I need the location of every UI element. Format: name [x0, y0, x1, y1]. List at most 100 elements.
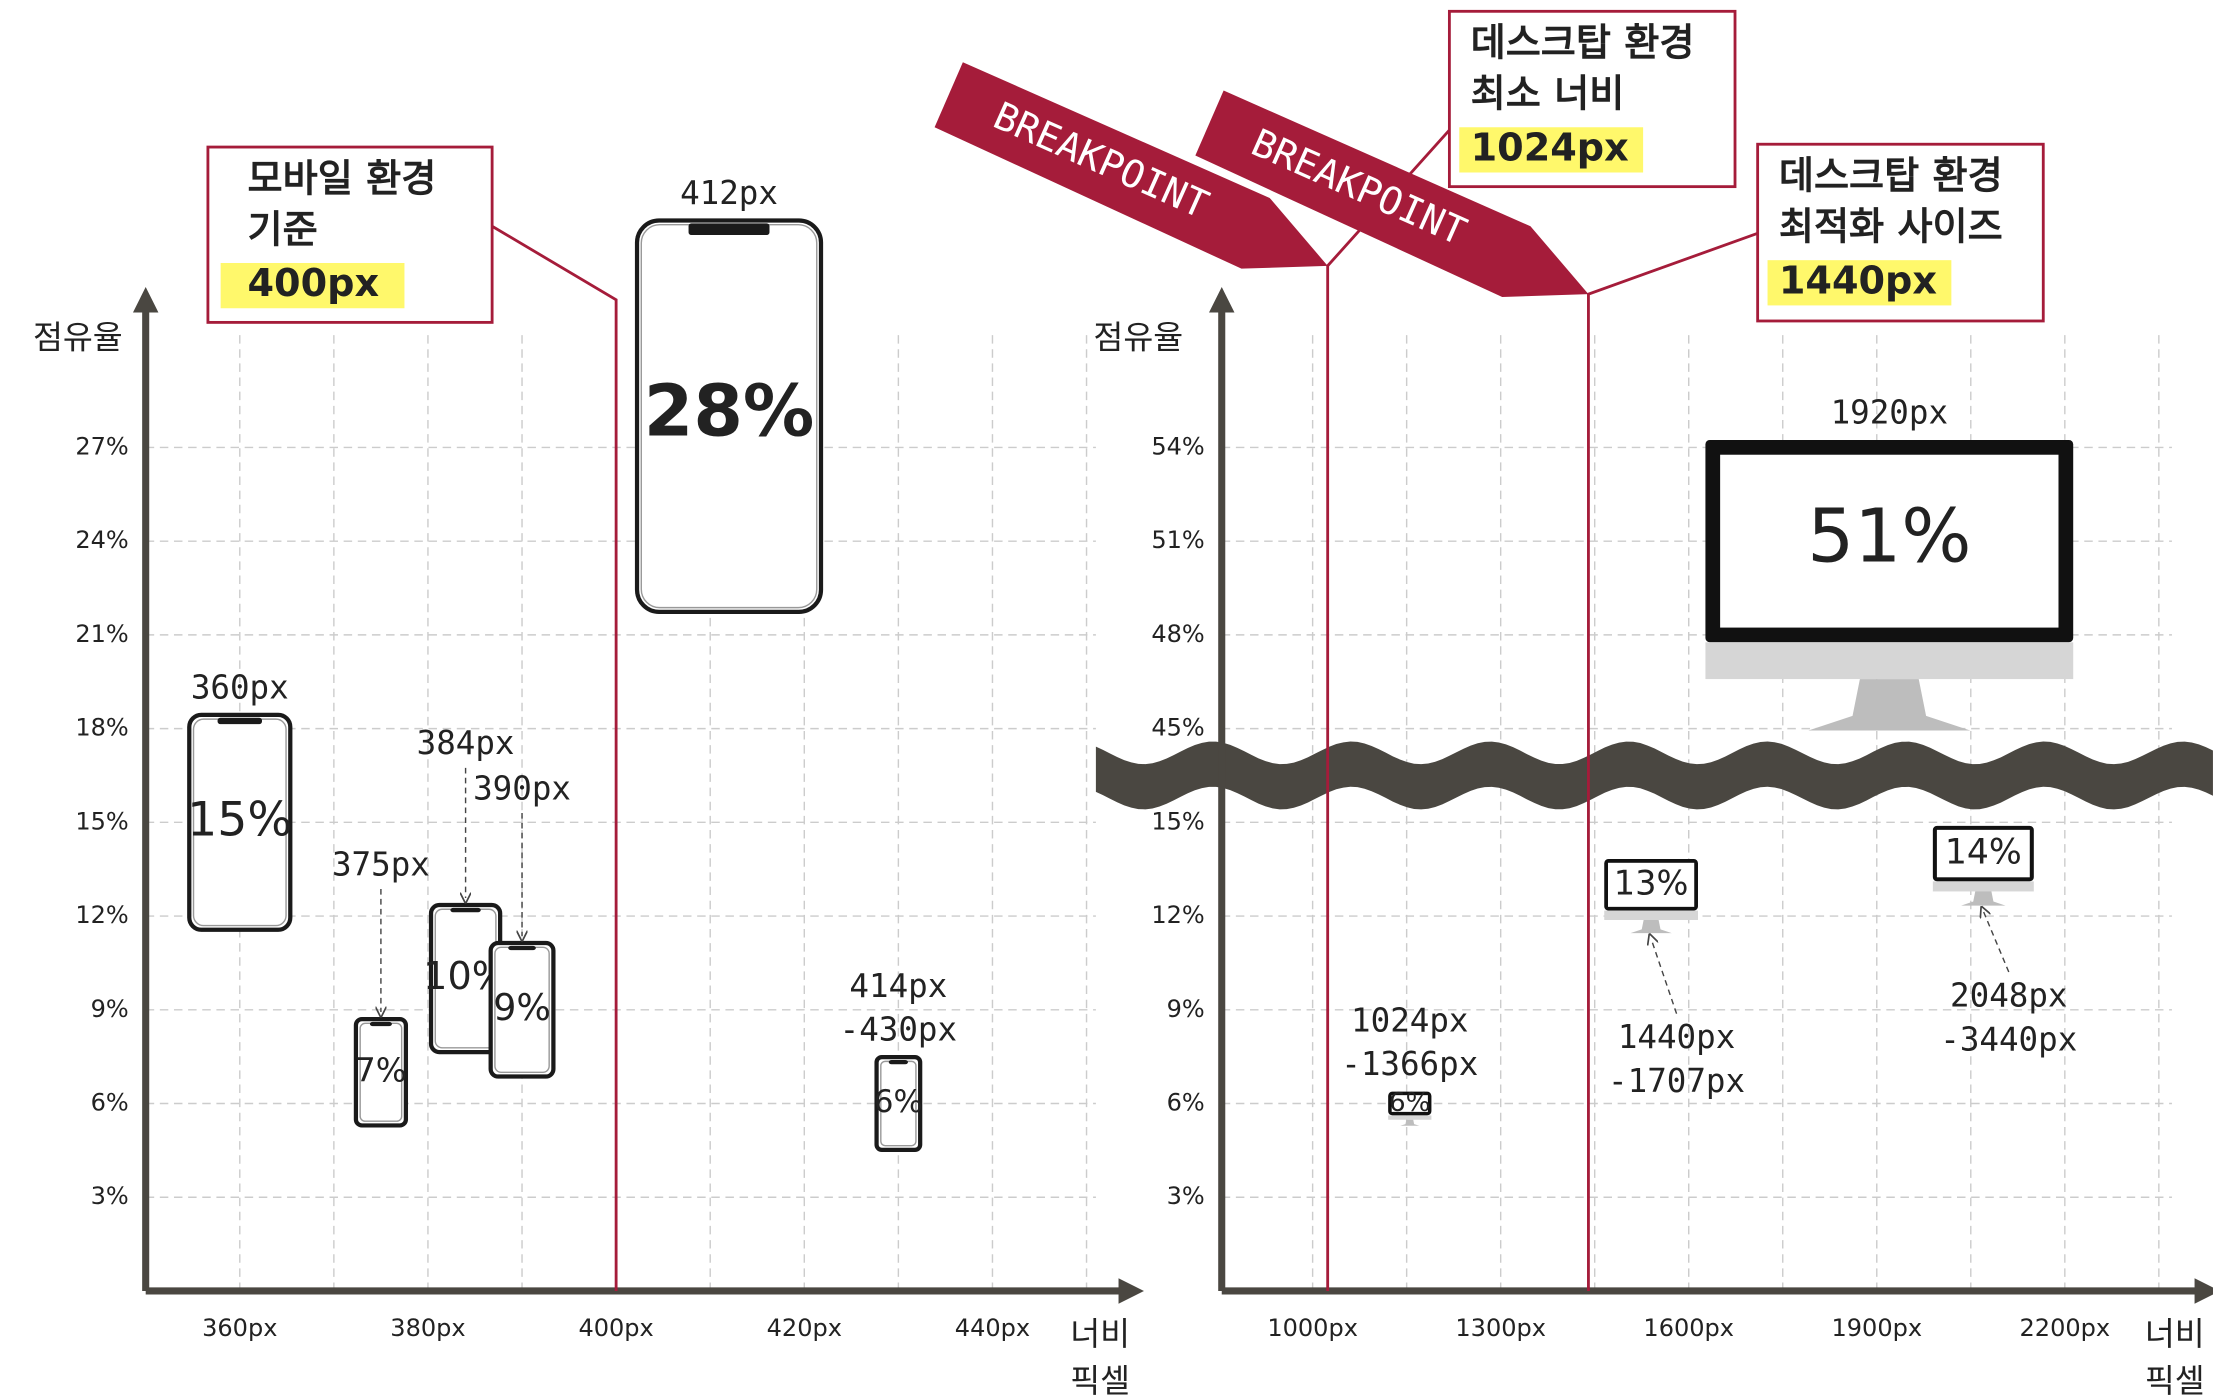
x-axis-label: 너비	[2145, 1315, 2205, 1353]
y-tick-label: 21%	[75, 620, 128, 648]
annotation-text: 기준	[248, 208, 318, 252]
phone-notch	[508, 945, 536, 951]
y-axis-arrow	[132, 287, 159, 313]
y-axis-label: 점유율	[1093, 318, 1183, 356]
monitor-stand	[1808, 679, 1971, 731]
monitor-screen	[1391, 1095, 1428, 1112]
y-tick-label: 18%	[75, 714, 128, 742]
phone-notch	[688, 223, 770, 236]
x-tick-label: 360px	[202, 1314, 277, 1342]
x-tick-label: 1300px	[1455, 1314, 1546, 1342]
phone	[488, 940, 556, 1079]
monitor-screen	[1936, 829, 2030, 878]
point-label: 360px	[191, 668, 289, 706]
monitor-stand	[1400, 1119, 1420, 1126]
annotation-text: 데스크탑 환경	[1471, 22, 1695, 66]
point-label: 1440px	[1618, 1018, 1735, 1056]
y-tick-label: 27%	[75, 432, 128, 460]
monitor-screen	[1720, 454, 2059, 628]
x-axis-label: 너비	[1070, 1315, 1130, 1353]
point-label: 390px	[473, 769, 571, 807]
phone-notch	[217, 717, 263, 725]
phone-notch	[888, 1059, 908, 1065]
monitor-stand	[1630, 919, 1672, 934]
phone	[187, 712, 293, 932]
phone	[874, 1055, 923, 1153]
y-tick-label: 54%	[1151, 432, 1204, 460]
monitor-chin	[1932, 881, 2034, 892]
annotation-highlight: 400px	[248, 262, 380, 306]
annotation-highlight: 1440px	[1779, 259, 1938, 303]
value-label: 14%	[1945, 833, 2022, 873]
highlight	[1767, 260, 1952, 306]
monitor-chin	[1604, 910, 1698, 920]
point-label: 1024px	[1351, 1001, 1468, 1039]
value-label: 13%	[1614, 863, 1689, 902]
phone	[634, 218, 824, 615]
phone-notch	[369, 1021, 392, 1027]
x-axis-label: 픽셀	[2145, 1362, 2205, 1399]
breakpoint-banner	[1195, 90, 1589, 297]
point-label: 1920px	[1831, 394, 1948, 432]
leader-arrow	[1651, 939, 1678, 1014]
y-tick-label: 15%	[75, 807, 128, 835]
point-label: 384px	[417, 724, 515, 762]
point-label: 2048px	[1950, 976, 2067, 1014]
y-tick-label: 51%	[1151, 526, 1204, 554]
y-tick-label: 9%	[91, 995, 129, 1023]
value-label: 6%	[874, 1084, 923, 1120]
y-tick-label: 9%	[1167, 995, 1205, 1023]
y-tick-label: 15%	[1151, 807, 1204, 835]
y-tick-label: 12%	[1151, 901, 1204, 929]
y-tick-label: 6%	[1167, 1089, 1205, 1117]
y-tick-label: 3%	[1167, 1182, 1205, 1210]
x-axis-arrow	[1118, 1278, 1144, 1304]
value-label: 15%	[187, 792, 292, 847]
monitor-stand	[1961, 891, 2006, 906]
x-tick-label: 400px	[578, 1314, 653, 1342]
monitor-chin	[1705, 642, 2074, 680]
breakpoint-banner	[934, 62, 1328, 269]
monitor-screen	[1607, 862, 1695, 907]
y-tick-label: 3%	[91, 1182, 129, 1210]
point-label: -1366px	[1341, 1045, 1478, 1083]
highlight	[1459, 127, 1644, 173]
point-label: -3440px	[1940, 1020, 2077, 1058]
annotation-highlight: 1024px	[1471, 126, 1630, 170]
y-tick-label: 45%	[1151, 714, 1204, 742]
highlight	[220, 263, 405, 309]
phone-notch	[450, 907, 481, 913]
value-label: 51%	[1807, 494, 1971, 580]
value-label: 9%	[493, 986, 551, 1029]
x-axis-label: 픽셀	[1070, 1362, 1130, 1399]
y-tick-label: 6%	[91, 1089, 129, 1117]
annotation-text: 모바일 환경	[248, 157, 437, 201]
axis-break	[1095, 741, 2213, 810]
value-label: 28%	[644, 370, 815, 453]
x-axis-arrow	[2194, 1278, 2213, 1304]
point-label: -430px	[840, 1011, 957, 1049]
leader-arrow	[1983, 911, 2010, 973]
annotation-text: 데스크탑 환경	[1779, 155, 2003, 199]
annotation-text: 최소 너비	[1471, 73, 1625, 117]
monitor-chin	[1388, 1115, 1432, 1120]
value-label: 6%	[1389, 1088, 1430, 1118]
x-tick-label: 2200px	[2020, 1314, 2111, 1342]
point-label: 414px	[849, 967, 947, 1005]
point-label: -1707px	[1608, 1062, 1745, 1100]
breakpoint-line	[491, 225, 618, 1291]
annotation-text: 최적화 사이즈	[1779, 206, 2003, 250]
y-axis-arrow	[1209, 287, 1235, 313]
x-tick-label: 380px	[390, 1314, 465, 1342]
y-axis-label: 점유율	[33, 318, 123, 356]
point-label: 375px	[332, 845, 430, 883]
y-tick-label: 24%	[75, 526, 128, 554]
value-label: 7%	[355, 1051, 407, 1089]
x-tick-label: 1900px	[1831, 1314, 1922, 1342]
y-tick-label: 48%	[1151, 620, 1204, 648]
point-label: 412px	[680, 174, 778, 212]
x-tick-label: 1600px	[1643, 1314, 1734, 1342]
x-tick-label: 420px	[767, 1314, 842, 1342]
